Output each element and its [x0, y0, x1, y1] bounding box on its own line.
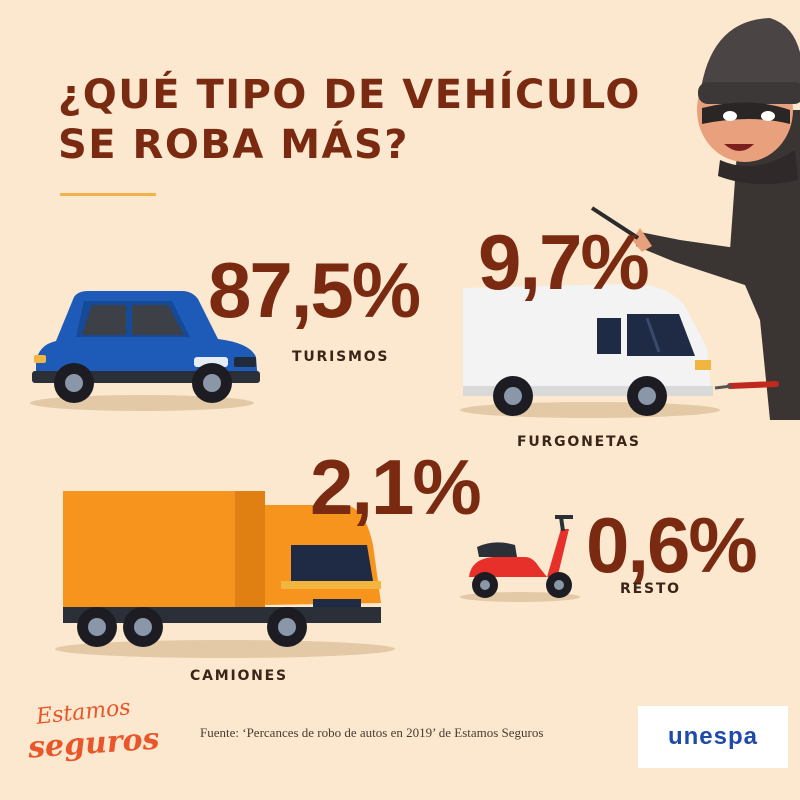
- scooter-icon: [460, 515, 580, 602]
- furgonetas-label: FURGONETAS: [517, 434, 641, 450]
- estamos-seguros-logo: Estamos seguros: [26, 695, 161, 766]
- title-line-2: SE ROBA MÁS?: [58, 122, 410, 168]
- truck-icon: [55, 491, 395, 658]
- title-line-1: ¿QUÉ TIPO DE VEHÍCULO: [58, 72, 641, 118]
- turismos-value: 87,5%: [208, 246, 421, 334]
- camiones-value: 2,1%: [310, 443, 482, 531]
- thief-illustration: [590, 18, 800, 420]
- unespa-logo-text: unespa: [667, 723, 759, 750]
- source-text: Fuente: ‘Percances de robo de autos en 2…: [200, 725, 544, 740]
- page-title: ¿QUÉ TIPO DE VEHÍCULO SE ROBA MÁS?: [58, 70, 641, 170]
- title-underline: [60, 193, 156, 196]
- car-icon: [30, 291, 260, 411]
- turismos-label: TURISMOS: [292, 349, 390, 365]
- unespa-logo: unespa: [638, 706, 788, 768]
- furgonetas-value: 9,7%: [478, 218, 650, 306]
- camiones-label: CAMIONES: [190, 668, 288, 684]
- resto-value: 0,6%: [586, 501, 758, 589]
- resto-label: RESTO: [620, 581, 681, 597]
- van-icon: [460, 283, 720, 418]
